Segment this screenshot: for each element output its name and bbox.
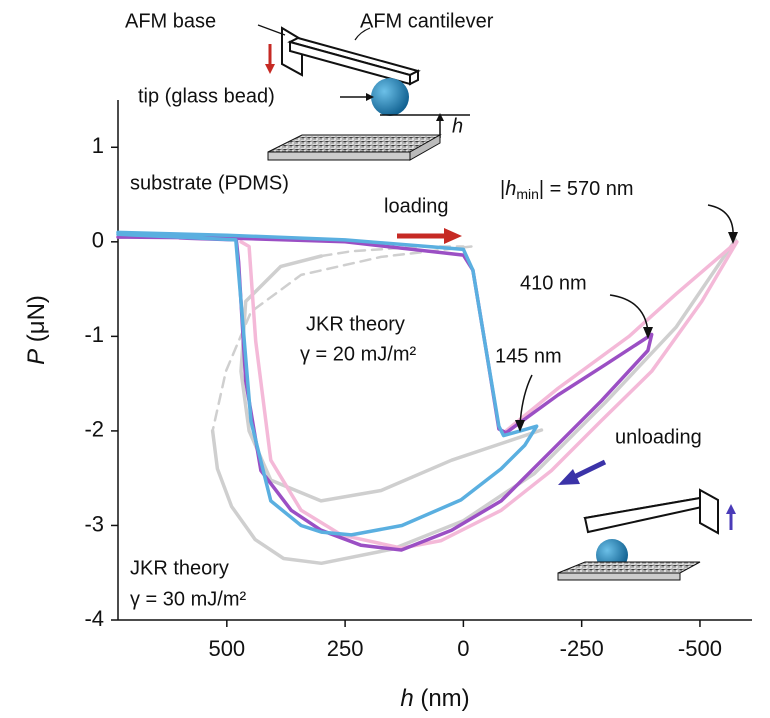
inset-label: AFM cantilever [360, 10, 494, 32]
annotation: 410 nm [520, 272, 587, 294]
annotation: JKR theory [306, 313, 405, 335]
annotation: unloading [615, 426, 702, 448]
y-axis-label: P (μN) [23, 295, 50, 365]
annotation-part: h [505, 178, 516, 200]
plot-area: 1 0 -1 -2 -3 -4 500 250 0 -250 -500 [84, 100, 752, 661]
y-tick-label: -4 [84, 606, 104, 631]
annotation-part: min [516, 186, 539, 202]
annotation-part: | = 570 nm [539, 178, 634, 200]
annotation: γ = 20 mJ/m² [300, 343, 416, 365]
inset-afm-retract [557, 488, 736, 581]
annotation: γ = 30 mJ/m² [130, 588, 246, 610]
series-line [239, 254, 544, 503]
x-axis-label: h (nm) [400, 685, 469, 712]
y-tick-label: 1 [92, 133, 104, 158]
inset-label: AFM base [125, 10, 216, 32]
x-tick-label: -250 [560, 636, 604, 661]
annotation-part: | [500, 178, 505, 200]
y-tick-label: 0 [92, 228, 104, 253]
direction-arrows [397, 204, 738, 485]
x-tick-label: 0 [457, 636, 469, 661]
series-line [211, 245, 473, 433]
y-tick-label: -1 [84, 322, 104, 347]
inset-label: substrate (PDMS) [130, 172, 289, 194]
x-tick-label: 500 [208, 636, 245, 661]
annotation: JKR theory [130, 557, 229, 579]
y-axis-unit: (μN) [23, 295, 50, 342]
y-tick-label: -3 [84, 511, 104, 536]
y-tick-label: -2 [84, 417, 104, 442]
inset-label: tip (glass bead) [138, 85, 275, 107]
inset-label: h [452, 115, 463, 137]
x-tick-label: -500 [678, 636, 722, 661]
y-axis-symbol: P [23, 349, 50, 365]
x-axis-symbol: h [400, 685, 413, 712]
annotation: loading [384, 195, 449, 217]
inset-afm-approach: AFM base AFM cantilever tip (glass bead)… [125, 10, 494, 194]
annotation: 145 nm [495, 345, 562, 367]
x-axis-unit: (nm) [420, 685, 469, 712]
series-line [116, 230, 539, 537]
series-line [239, 240, 739, 550]
x-tick-label: 250 [327, 636, 364, 661]
series-line [210, 238, 738, 566]
annotation: |hmin| = 570 nm [500, 178, 634, 201]
